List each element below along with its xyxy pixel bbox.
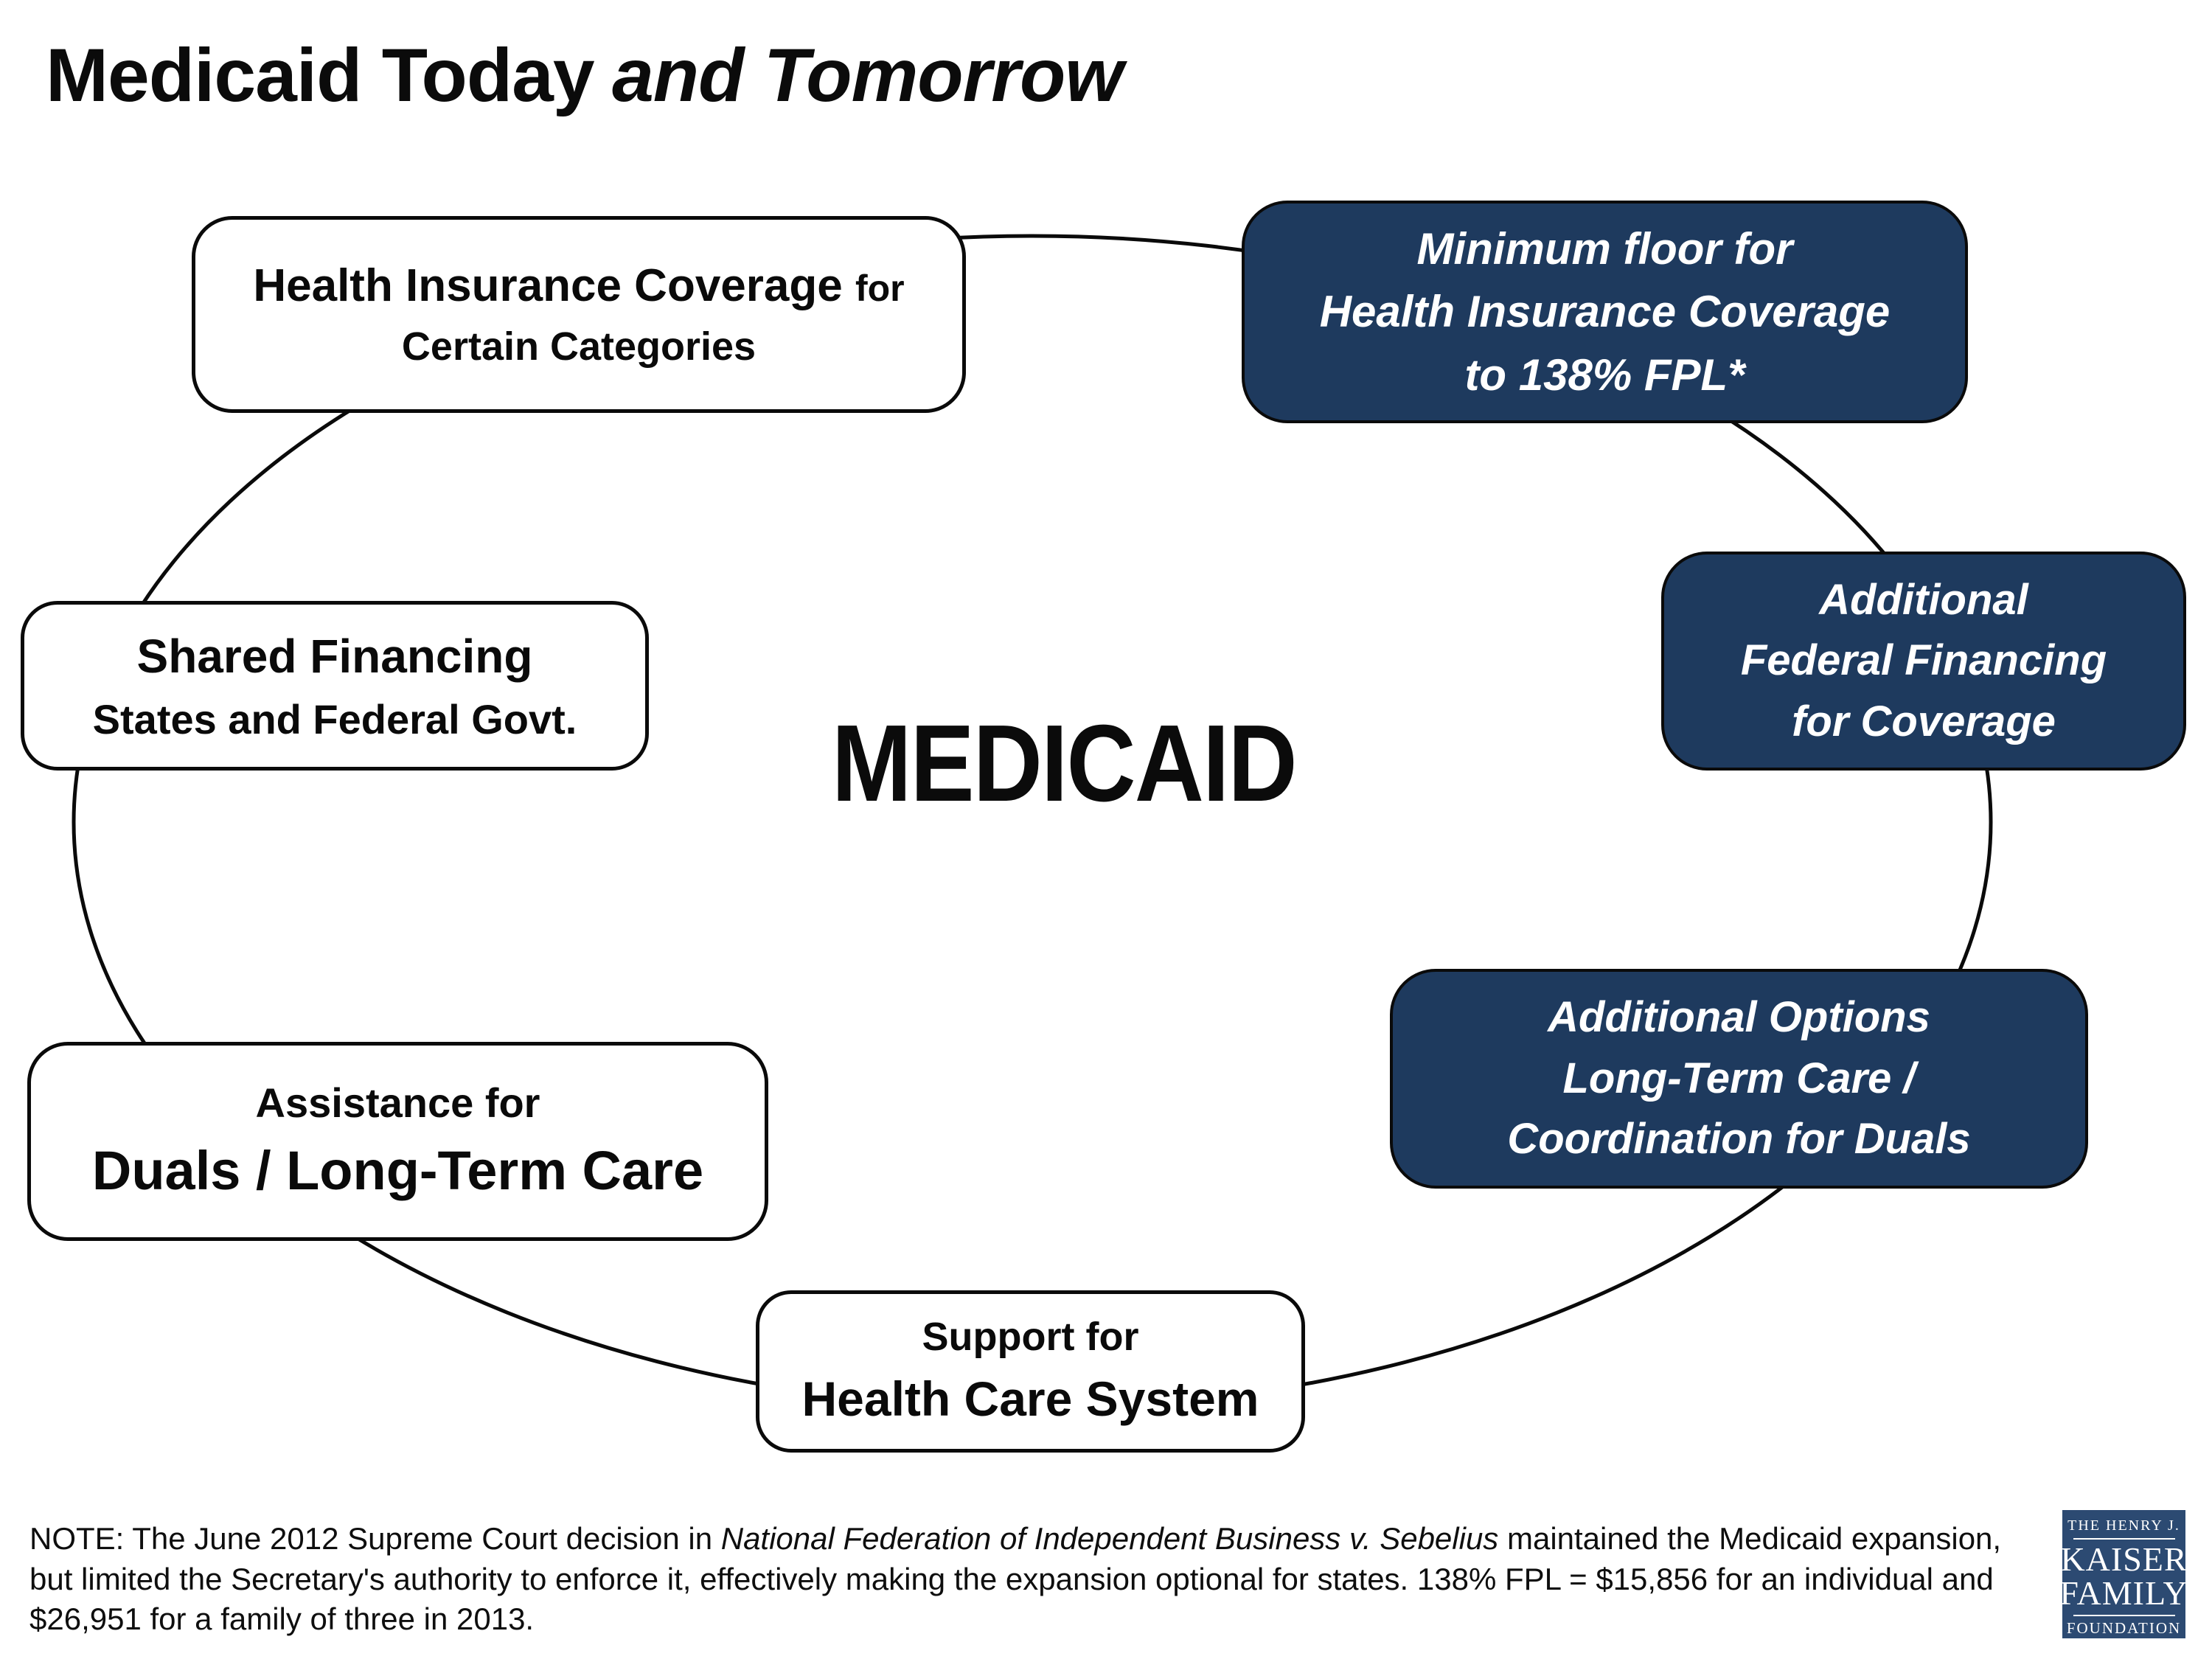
kff-logo-family: FAMILY	[2059, 1574, 2188, 1612]
page-title-regular: Medicaid Today	[46, 33, 595, 117]
footnote-suffix: maintained the Medicaid expansion, but l…	[29, 1521, 2002, 1637]
node-line: Health Care System	[801, 1371, 1259, 1427]
node-support-health-care-system: Support for Health Care System	[756, 1290, 1305, 1453]
node-line: Certain Categories	[401, 324, 757, 369]
node-line: Additional	[1819, 575, 2028, 624]
node-line: Shared Financing	[136, 629, 533, 683]
page-title: Medicaid Today and Tomorrow	[46, 32, 1124, 119]
node-line: Assistance for	[255, 1079, 540, 1126]
footnote: NOTE: The June 2012 Supreme Court decisi…	[29, 1519, 2039, 1640]
node-line: for Coverage	[1792, 697, 2056, 745]
node-line: to 138% FPL*	[1464, 349, 1745, 400]
node-line: Health Insurance Coverage for	[253, 254, 904, 319]
node-line: Minimum floor for	[1416, 224, 1793, 274]
node-shared-financing: Shared Financing States and Federal Govt…	[21, 601, 649, 771]
node-line: Federal Financing	[1740, 636, 2107, 685]
node-line: States and Federal Govt.	[92, 695, 577, 742]
footnote-prefix: NOTE: The June 2012 Supreme Court decisi…	[29, 1521, 721, 1556]
page-title-italic: and Tomorrow	[612, 33, 1124, 117]
node-line-text-small: for	[855, 268, 905, 310]
node-line: Health Insurance Coverage	[1319, 287, 1891, 337]
center-label-text: MEDICAID	[831, 703, 1298, 824]
center-label: MEDICAID	[800, 709, 1298, 818]
node-line: Support for	[922, 1314, 1139, 1359]
node-line: Additional Options	[1548, 993, 1930, 1042]
footnote-case-name: National Federation of Independent Busin…	[720, 1521, 1499, 1556]
node-assistance-duals: Assistance for Duals / Long-Term Care	[27, 1042, 768, 1241]
kff-logo-henry: THE HENRY J.	[2067, 1517, 2180, 1534]
node-line: Duals / Long-Term Care	[91, 1140, 704, 1202]
kff-logo-rule-bottom	[2073, 1615, 2175, 1616]
node-line-text: Health Insurance Coverage	[253, 260, 843, 312]
node-additional-federal-financing: Additional Federal Financing for Coverag…	[1661, 552, 2186, 771]
node-line: Long-Term Care /	[1562, 1054, 1916, 1102]
node-additional-options: Additional Options Long-Term Care / Coor…	[1390, 969, 2088, 1189]
node-line: Coordination for Duals	[1507, 1115, 1971, 1164]
kff-logo: THE HENRY J. KAISER FAMILY FOUNDATION	[2059, 1510, 2188, 1638]
kff-logo-foundation: FOUNDATION	[2066, 1619, 2182, 1637]
kff-logo-rule-top	[2073, 1538, 2175, 1540]
node-health-insurance-coverage: Health Insurance Coverage for Certain Ca…	[192, 216, 966, 413]
kff-logo-kaiser: KAISER	[2060, 1540, 2188, 1578]
node-minimum-floor: Minimum floor for Health Insurance Cover…	[1242, 201, 1968, 423]
